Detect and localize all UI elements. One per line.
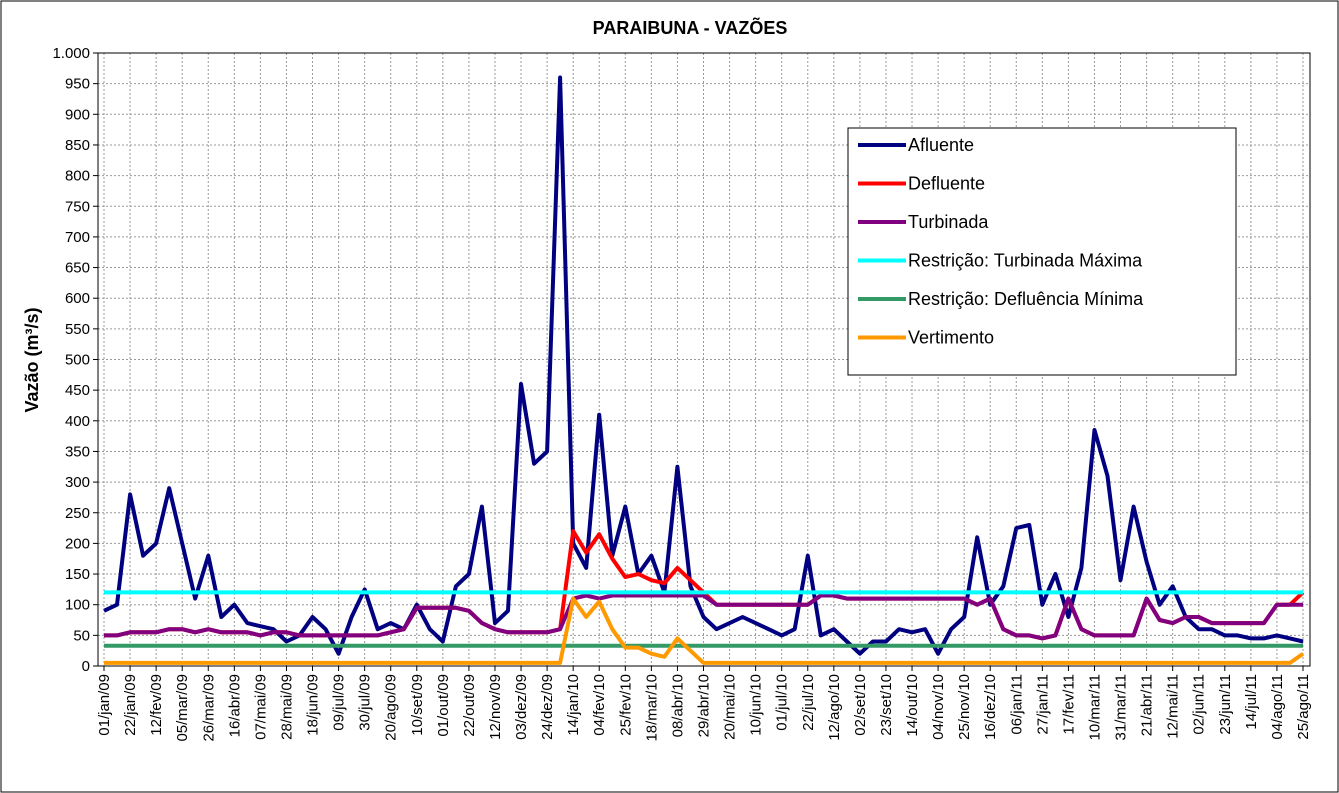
y-tick-label: 50 (73, 627, 90, 644)
y-tick-label: 800 (65, 168, 90, 185)
x-tick-label: 16/dez/10 (982, 674, 999, 740)
y-tick-label: 100 (65, 597, 90, 614)
x-tick-label: 01/jul/10 (774, 674, 791, 731)
y-tick-label: 700 (65, 229, 90, 246)
x-tick-label: 02/jun/11 (1191, 674, 1208, 735)
x-tick-label: 10/jun/10 (748, 674, 765, 736)
legend-box (847, 127, 1237, 376)
chart-title: PARAIBUNA - VAZÕES (593, 17, 788, 38)
y-tick-label: 150 (65, 566, 90, 583)
y-tick-label: 600 (65, 290, 90, 307)
x-tick-label: 14/out/10 (904, 674, 921, 737)
y-axis-label: Vazão (m³/s) (22, 307, 42, 412)
x-tick-label: 22/jan/09 (122, 674, 139, 736)
plot-border (97, 52, 1311, 667)
x-tick-label: 28/mai/09 (278, 674, 295, 740)
x-tick-label: 29/abr/10 (696, 674, 713, 737)
x-tick-label: 17/fev/11 (1060, 674, 1077, 735)
legend-label: Restrição: Defluência Mínima (908, 289, 1144, 309)
x-tick-label: 09/jul/09 (331, 674, 348, 731)
x-tick-label: 18/mar/10 (643, 674, 660, 742)
x-tick-label: 10/set/09 (409, 674, 426, 736)
y-tick-label: 850 (65, 137, 90, 154)
x-tick-label: 23/set/10 (878, 674, 895, 736)
x-tick-label: 26/mar/09 (200, 674, 217, 742)
y-tick-label: 200 (65, 535, 90, 552)
series-line (104, 593, 1303, 641)
x-tick-label: 01/out/09 (435, 674, 452, 737)
x-tick-label: 31/mar/11 (1113, 674, 1130, 740)
y-tick-label: 1.000 (52, 45, 90, 62)
x-tick-label: 22/jul/10 (800, 674, 817, 731)
y-tick-label: 250 (65, 505, 90, 522)
x-tick-label: 10/mar/11 (1086, 674, 1103, 740)
legend-label: Afluente (908, 135, 974, 155)
x-tick-label: 30/jul/09 (357, 674, 374, 731)
y-tick-label: 650 (65, 260, 90, 277)
y-tick-label: 550 (65, 321, 90, 338)
legend-label: Turbinada (908, 212, 989, 232)
legend-label: Defluente (908, 174, 985, 194)
x-tick-label: 18/jun/09 (305, 674, 322, 736)
x-tick-label: 22/out/09 (461, 674, 478, 737)
x-tick-label: 24/dez/09 (539, 674, 556, 740)
x-tick-label: 25/fev/10 (617, 674, 634, 736)
x-tick-label: 12/ago/10 (826, 674, 843, 741)
x-tick-label: 27/jan/11 (1034, 674, 1051, 735)
x-tick-label: 07/mai/09 (252, 674, 269, 740)
legend-label: Restrição: Turbinada Máxima (908, 251, 1143, 271)
x-tick-label: 03/dez/09 (513, 674, 530, 740)
x-tick-label: 08/abr/10 (669, 674, 686, 737)
x-tick-label: 04/nov/10 (930, 674, 947, 740)
x-tick-label: 20/ago/09 (383, 674, 400, 741)
y-tick-label: 750 (65, 198, 90, 215)
legend-label: Vertimento (908, 328, 994, 348)
x-tick-label: 12/nov/09 (487, 674, 504, 740)
x-tick-label: 23/jun/11 (1217, 674, 1234, 735)
x-tick-label: 06/jan/11 (1008, 674, 1025, 735)
x-tick-label: 20/mai/10 (722, 674, 739, 740)
y-tick-label: 450 (65, 382, 90, 399)
x-tick-label: 14/jul/11 (1243, 674, 1260, 730)
x-tick-label: 14/jan/10 (565, 674, 582, 736)
x-tick-label: 25/ago/11 (1295, 674, 1312, 740)
y-tick-label: 500 (65, 352, 90, 369)
x-tick-label: 01/jan/09 (96, 674, 113, 736)
y-tick-label: 350 (65, 443, 90, 460)
y-tick-label: 900 (65, 106, 90, 123)
x-tick-label: 12/mai/11 (1165, 674, 1182, 739)
x-tick-label: 12/fev/09 (148, 674, 165, 736)
x-tick-label: 04/fev/10 (591, 674, 608, 736)
y-tick-label: 400 (65, 413, 90, 430)
x-tick-label: 02/set/10 (852, 674, 869, 736)
x-tick-label: 04/ago/11 (1269, 674, 1286, 740)
x-tick-label: 16/abr/09 (226, 674, 243, 737)
y-tick-label: 0 (82, 658, 90, 675)
series-line (103, 75, 1304, 656)
y-tick-label: 950 (65, 76, 90, 93)
series-line (104, 596, 1305, 665)
x-tick-label: 21/abr/11 (1139, 674, 1156, 736)
x-tick-label: 05/mar/09 (174, 674, 191, 742)
y-tick-label: 300 (65, 474, 90, 491)
x-tick-label: 25/nov/10 (956, 674, 973, 740)
